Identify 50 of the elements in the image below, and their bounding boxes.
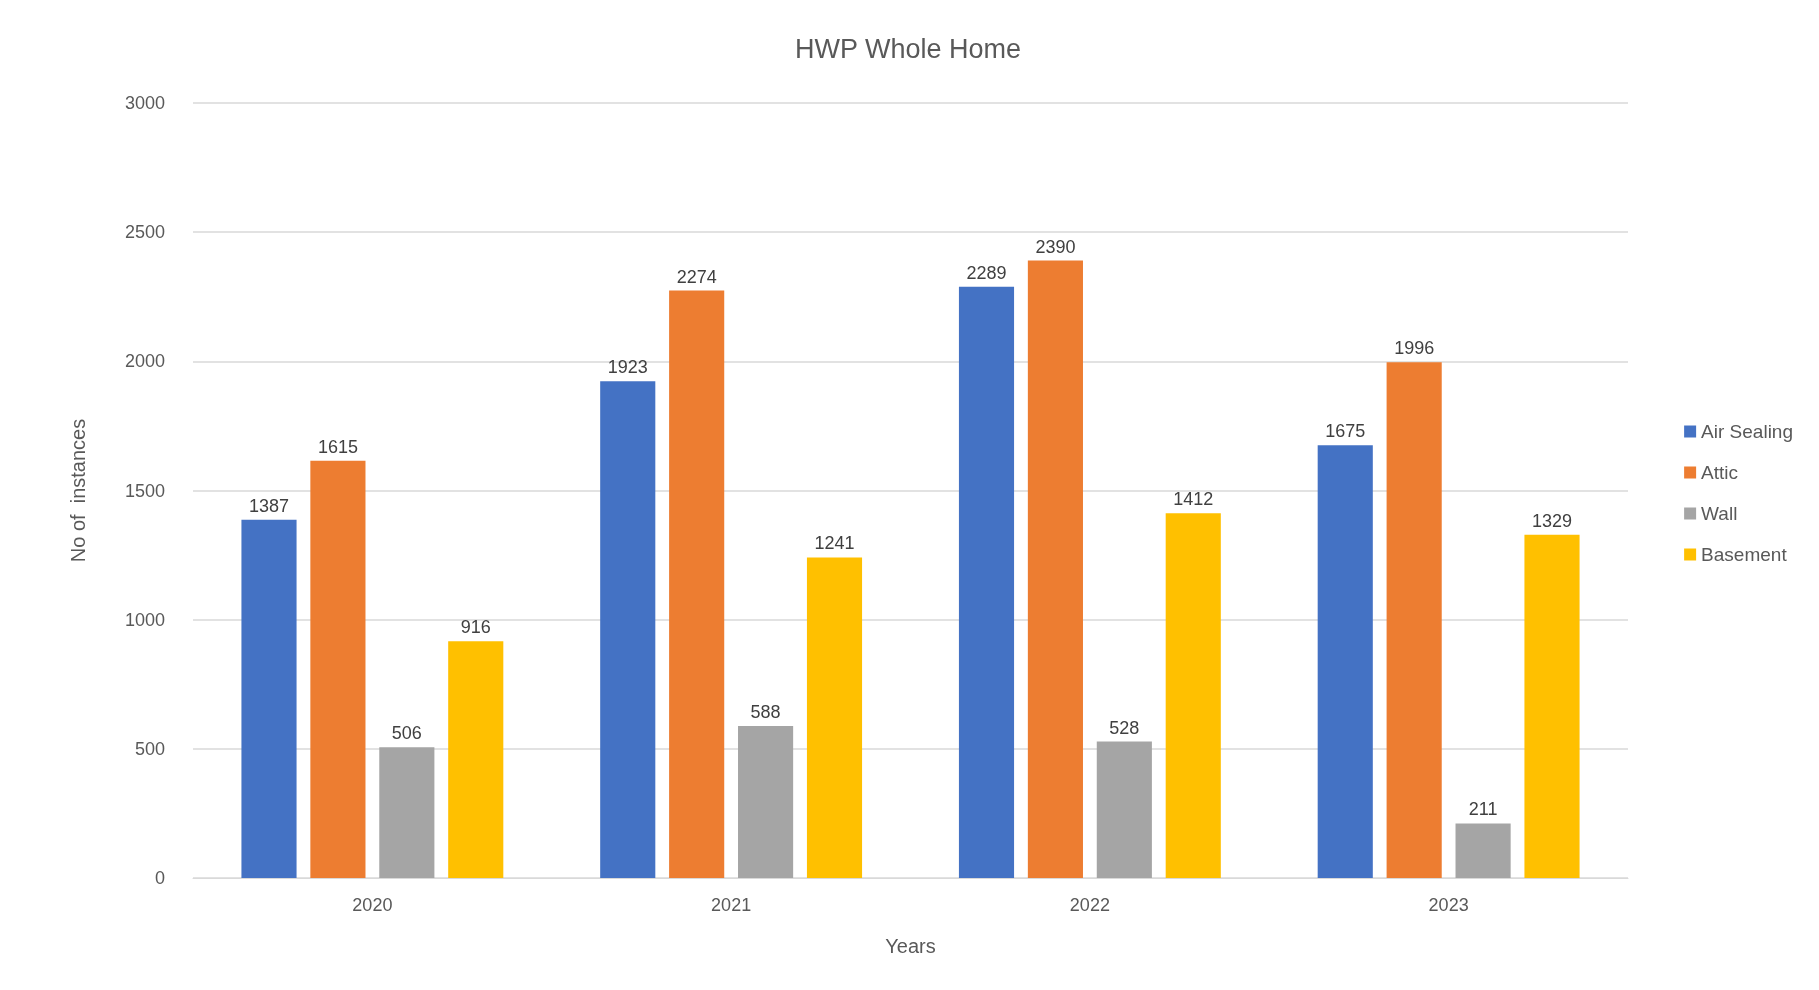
bar — [241, 519, 297, 878]
legend-label: Attic — [1701, 462, 1739, 483]
bar — [1317, 445, 1373, 878]
bar — [738, 726, 794, 878]
y-tick-label: 2000 — [124, 351, 165, 372]
legend-label: Basement — [1701, 544, 1788, 565]
data-label: 2289 — [966, 262, 1007, 283]
data-label: 2274 — [676, 266, 717, 287]
bar — [310, 460, 366, 878]
data-label: 1241 — [814, 533, 855, 554]
y-tick-label: 0 — [154, 868, 165, 888]
data-label: 506 — [391, 723, 422, 744]
bar — [448, 641, 504, 878]
y-tick-label: 500 — [134, 738, 165, 759]
x-tick-label: 2022 — [1069, 895, 1110, 915]
legend-label: Wall — [1701, 503, 1738, 524]
bar — [1096, 741, 1152, 878]
y-axis-title: No of instances — [67, 418, 89, 563]
bar — [1165, 513, 1221, 878]
bar — [1386, 362, 1442, 878]
x-axis-title: Years — [885, 935, 936, 957]
chart-title: HWP Whole Home — [794, 33, 1022, 64]
data-label: 1329 — [1531, 510, 1573, 531]
data-label: 1615 — [317, 436, 358, 457]
data-label: 1675 — [1325, 421, 1366, 442]
y-tick-label: 1500 — [124, 480, 165, 501]
y-tick-label: 2500 — [124, 222, 165, 243]
data-label: 1923 — [607, 357, 648, 378]
bar — [1027, 260, 1083, 878]
bar — [669, 290, 725, 878]
legend-label: Air Sealing — [1701, 421, 1794, 442]
x-tick-label: 2021 — [711, 895, 752, 915]
bar — [379, 747, 435, 878]
data-label: 1412 — [1173, 489, 1214, 510]
data-label: 528 — [1109, 717, 1140, 738]
bar — [600, 381, 656, 878]
data-label: 588 — [750, 702, 781, 723]
data-label: 2390 — [1035, 236, 1076, 257]
x-tick-label: 2020 — [352, 895, 393, 915]
bar — [958, 286, 1015, 878]
y-tick-label: 3000 — [124, 93, 165, 113]
data-label: 916 — [460, 617, 491, 638]
x-tick-label: 2023 — [1428, 895, 1469, 915]
data-label: 1387 — [248, 495, 290, 516]
bar — [1455, 823, 1511, 878]
data-label: 1996 — [1394, 338, 1435, 359]
bar — [806, 557, 863, 878]
bar — [1524, 534, 1580, 878]
data-label: 211 — [1468, 799, 1498, 820]
y-tick-label: 1000 — [124, 609, 165, 630]
